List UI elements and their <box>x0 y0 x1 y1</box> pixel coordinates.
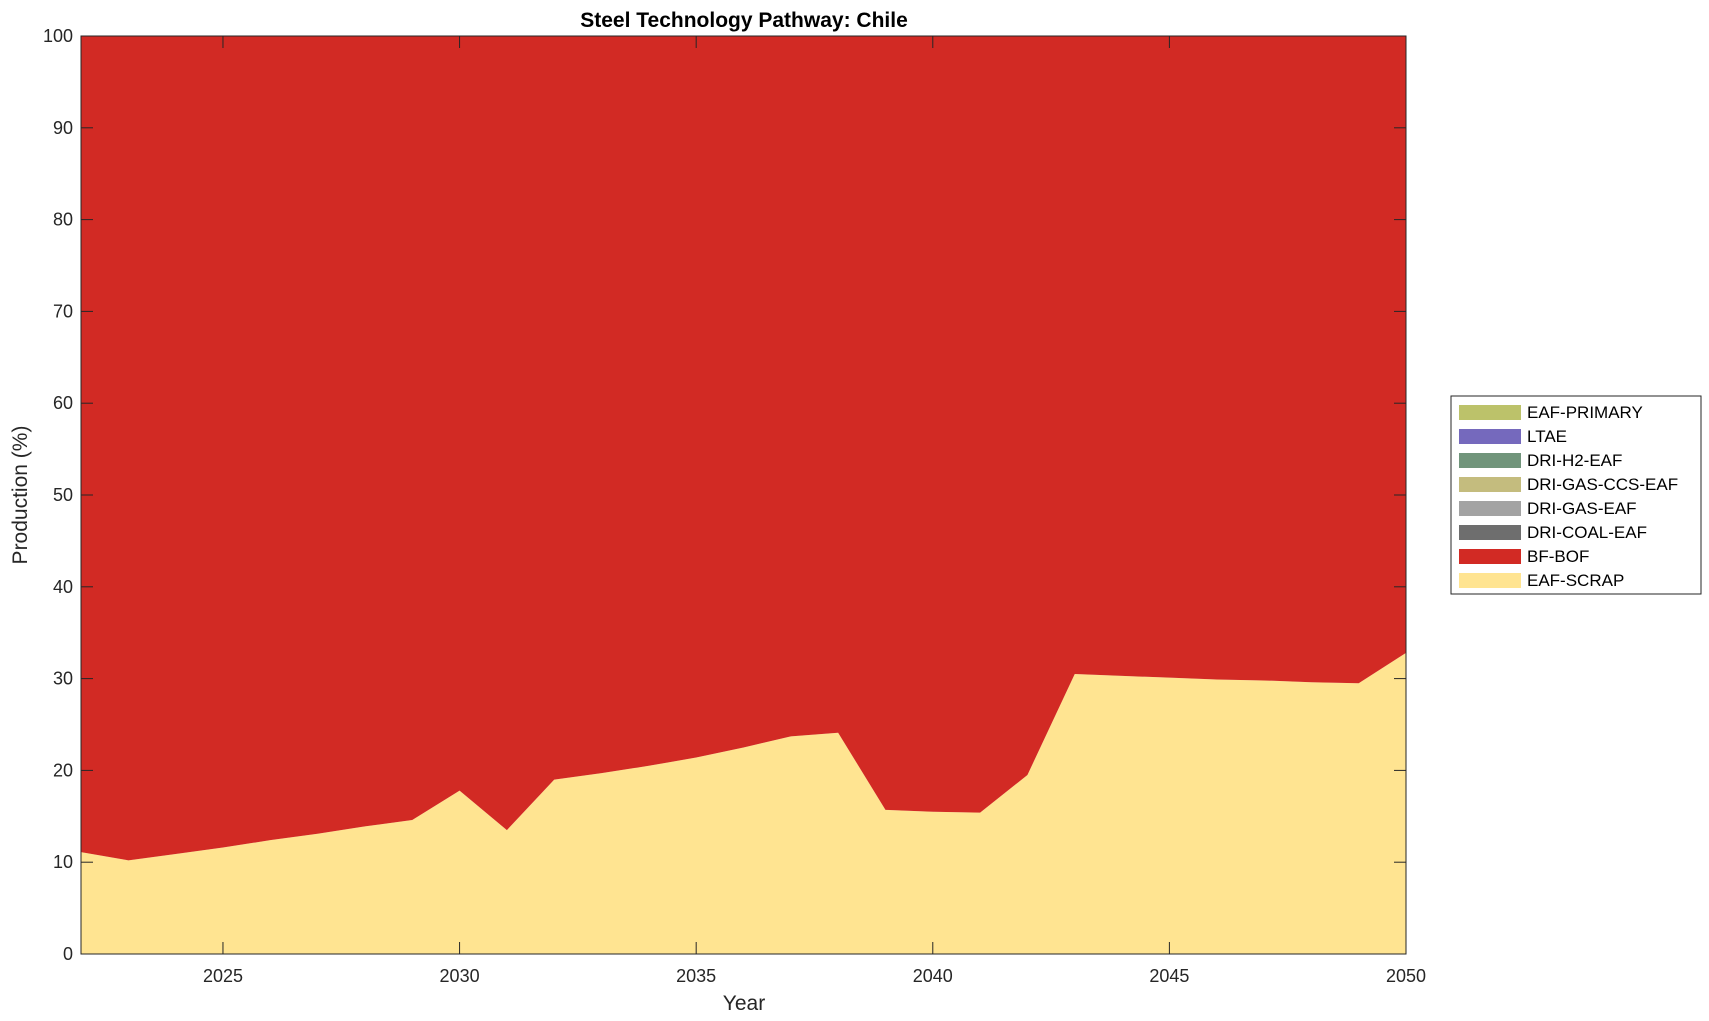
chart-title: Steel Technology Pathway: Chile <box>580 9 908 32</box>
y-tick-label: 0 <box>63 944 73 964</box>
y-tick-label: 40 <box>53 577 73 597</box>
legend-label: BF-BOF <box>1527 547 1589 566</box>
legend-label: LTAE <box>1527 427 1567 446</box>
legend: EAF-PRIMARY LTAE DRI-H2-EAF DRI-GAS-CCS-EAF… <box>1450 395 1702 595</box>
y-tick-label: 100 <box>43 26 73 46</box>
legend-label: DRI-COAL-EAF <box>1527 523 1647 542</box>
y-tick-label: 10 <box>53 852 73 872</box>
area-bf-bof <box>81 36 1406 861</box>
legend-swatch <box>1459 573 1521 588</box>
y-tick-label: 90 <box>53 118 73 138</box>
x-tick-label: 2050 <box>1386 966 1426 986</box>
legend-swatch <box>1459 405 1521 420</box>
y-tick-label: 70 <box>53 301 73 321</box>
y-axis-ticks: 0 10 20 30 40 50 60 70 80 90 100 <box>43 26 1406 964</box>
legend-swatch <box>1459 477 1521 492</box>
legend-label: DRI-GAS-EAF <box>1527 499 1637 518</box>
x-axis-ticks: 2025 2030 2035 2040 2045 2050 <box>203 36 1426 986</box>
plot-areas <box>81 36 1406 954</box>
legend-swatch <box>1459 549 1521 564</box>
y-tick-label: 20 <box>53 760 73 780</box>
legend-swatch <box>1459 453 1521 468</box>
legend-label: EAF-PRIMARY <box>1527 403 1643 422</box>
x-axis-label: Year <box>723 992 765 1015</box>
x-tick-label: 2025 <box>203 966 243 986</box>
x-tick-label: 2045 <box>1149 966 1189 986</box>
y-tick-label: 50 <box>53 485 73 505</box>
y-tick-label: 30 <box>53 669 73 689</box>
area-eaf-scrap <box>81 652 1406 954</box>
legend-label: DRI-H2-EAF <box>1527 451 1622 470</box>
x-tick-label: 2040 <box>913 966 953 986</box>
y-tick-label: 60 <box>53 393 73 413</box>
y-tick-label: 80 <box>53 210 73 230</box>
legend-swatch <box>1459 501 1521 516</box>
legend-swatch <box>1459 525 1521 540</box>
legend-swatch <box>1459 429 1521 444</box>
legend-label: DRI-GAS-CCS-EAF <box>1527 475 1678 494</box>
legend-label: EAF-SCRAP <box>1527 571 1624 590</box>
x-tick-label: 2035 <box>676 966 716 986</box>
y-axis-label: Production (%) <box>9 426 32 565</box>
x-tick-label: 2030 <box>440 966 480 986</box>
